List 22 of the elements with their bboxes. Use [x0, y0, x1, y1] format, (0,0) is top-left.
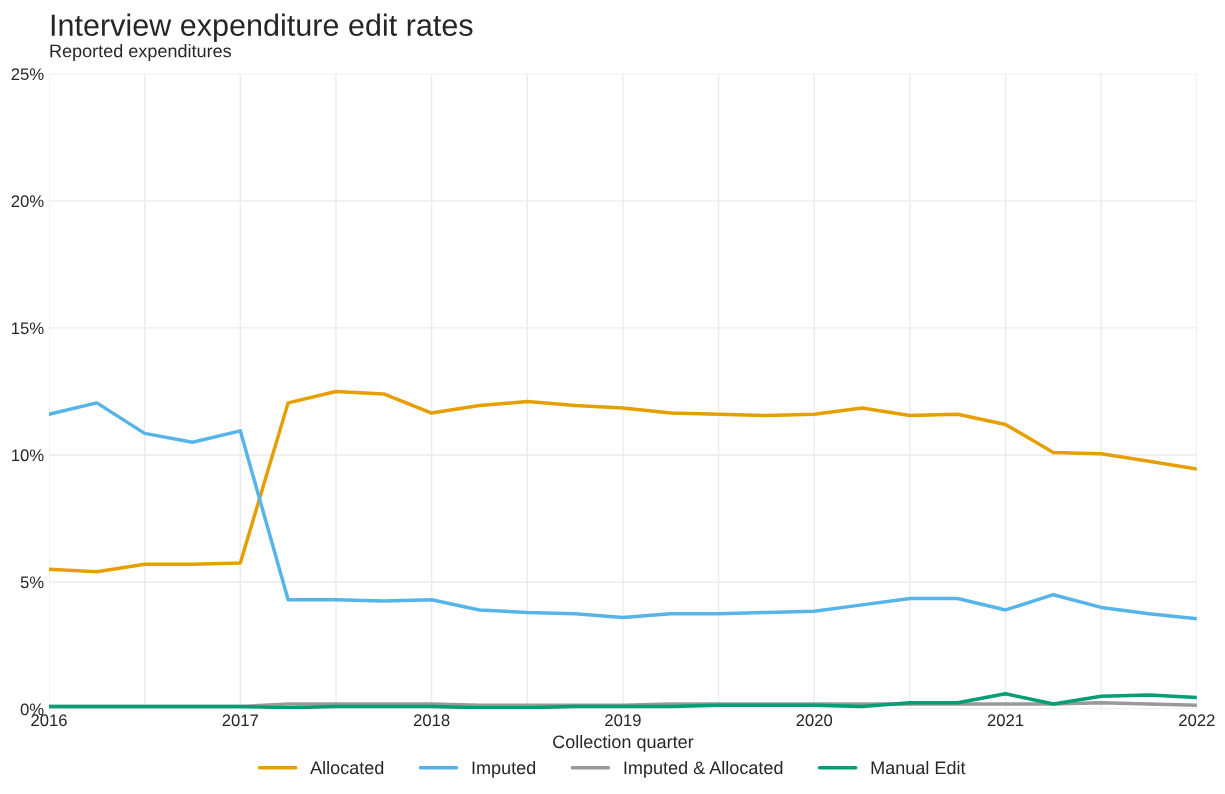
legend-label: Imputed & Allocated: [624, 760, 783, 778]
x-tick-label: 2022: [1179, 714, 1215, 727]
x-tick-label: 2019: [605, 714, 641, 727]
x-tick-label: 2017: [222, 714, 259, 727]
y-tick-label: 20%: [11, 195, 44, 208]
x-axis-title: Collection quarter: [553, 735, 694, 752]
legend-label: Imputed: [472, 760, 536, 778]
legend-label: Manual Edit: [871, 760, 966, 775]
x-tick-label: 2020: [796, 714, 833, 727]
chart-subtitle: Reported expenditures: [50, 44, 232, 61]
x-tick-label: 2021: [987, 714, 1024, 727]
chart-title: Interview expenditure edit rates: [51, 13, 473, 43]
line-series: [49, 389, 1197, 574]
x-tick-label: 2016: [31, 714, 67, 727]
y-tick-label: 5%: [20, 576, 44, 589]
y-tick-label: 10%: [12, 449, 44, 462]
y-tick-label: 15%: [12, 322, 44, 335]
y-tick-label: 0%: [20, 703, 44, 716]
y-tick-label: 25%: [11, 68, 44, 81]
x-tick-label: 2018: [413, 714, 450, 727]
line-series: [49, 401, 1197, 621]
legend-label: Allocated: [310, 760, 384, 775]
